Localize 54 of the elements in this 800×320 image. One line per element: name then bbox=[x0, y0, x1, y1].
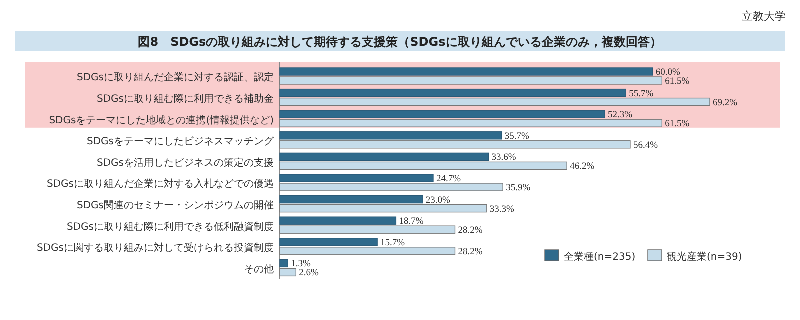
y-tick-label: SDGsに関する取り組みに対して受けられる投資制度 bbox=[36, 242, 274, 254]
bar bbox=[280, 152, 490, 162]
y-tick-label: SDGsに取り組んだ企業に対する入札などでの優遇 bbox=[46, 178, 274, 190]
data-label: 56.4% bbox=[633, 140, 658, 151]
data-label: 33.3% bbox=[490, 204, 515, 215]
text: 立教大学 bbox=[742, 10, 786, 23]
bar bbox=[280, 132, 502, 140]
data-label: 61.5% bbox=[665, 77, 690, 87]
bar bbox=[280, 88, 626, 98]
y-tick-label: その他 bbox=[244, 263, 274, 276]
data-label: 55.7% bbox=[629, 89, 654, 100]
y-tick-label: SDGsに取り組む際に利用できる低利融資制度 bbox=[66, 220, 274, 233]
bar bbox=[280, 162, 568, 170]
data-label: 28.2% bbox=[458, 226, 483, 236]
legend-label: 観光産業(n=39) bbox=[667, 251, 742, 263]
bar bbox=[280, 247, 456, 256]
data-label: 18.7% bbox=[399, 217, 424, 228]
bar bbox=[280, 216, 397, 225]
legend-label: 全業種(n=235) bbox=[564, 251, 636, 263]
y-tick-label: SDGsをテーマにした地域との連携(情報提供など) bbox=[49, 114, 274, 126]
data-label: 61.5% bbox=[665, 120, 690, 130]
chart-title: 図8 SDGsの取り組みに対して期待する支援策（SDGsに取り組んでいる企業のみ，複数回答） bbox=[138, 35, 662, 49]
bar bbox=[280, 268, 297, 277]
bar bbox=[280, 259, 288, 268]
data-label: 33.6% bbox=[492, 153, 516, 164]
data-label: 2.6% bbox=[299, 268, 320, 279]
data-label: 52.3% bbox=[608, 110, 633, 121]
bar bbox=[280, 204, 488, 213]
data-label: 1.3% bbox=[291, 260, 311, 270]
y-tick-label: SDGsに取り組んだ企業に対する認証、認定 bbox=[76, 72, 274, 84]
bar bbox=[280, 183, 504, 192]
bar bbox=[280, 174, 434, 182]
data-label: 35.9% bbox=[506, 184, 531, 194]
bar bbox=[280, 140, 631, 149]
data-label: 46.2% bbox=[570, 162, 595, 172]
bar bbox=[280, 195, 424, 204]
bar bbox=[280, 68, 654, 76]
data-label: 28.2% bbox=[458, 247, 483, 258]
bar bbox=[280, 226, 456, 234]
data-label: 24.7% bbox=[436, 174, 462, 184]
y-tick-label: SDGsをテーマにしたビジネスマッチング bbox=[86, 136, 275, 148]
data-label: 35.7% bbox=[504, 132, 530, 142]
y-tick-label: SDGsに取り組む際に利用できる補助金 bbox=[96, 92, 274, 105]
bar bbox=[280, 76, 663, 85]
bar bbox=[280, 110, 606, 118]
y-tick-label: SDGsを活用したビジネスの策定の支援 bbox=[96, 156, 274, 169]
data-label: 15.7% bbox=[380, 238, 406, 248]
data-label: 23.0% bbox=[426, 196, 451, 206]
y-tick-label: SDGs関連のセミナー・シンポジウムの開催 bbox=[76, 199, 274, 212]
bar bbox=[280, 238, 378, 246]
data-label: 69.2% bbox=[713, 98, 738, 108]
bar bbox=[280, 119, 663, 128]
data-label: 60.0% bbox=[656, 68, 680, 78]
bar bbox=[280, 98, 710, 106]
